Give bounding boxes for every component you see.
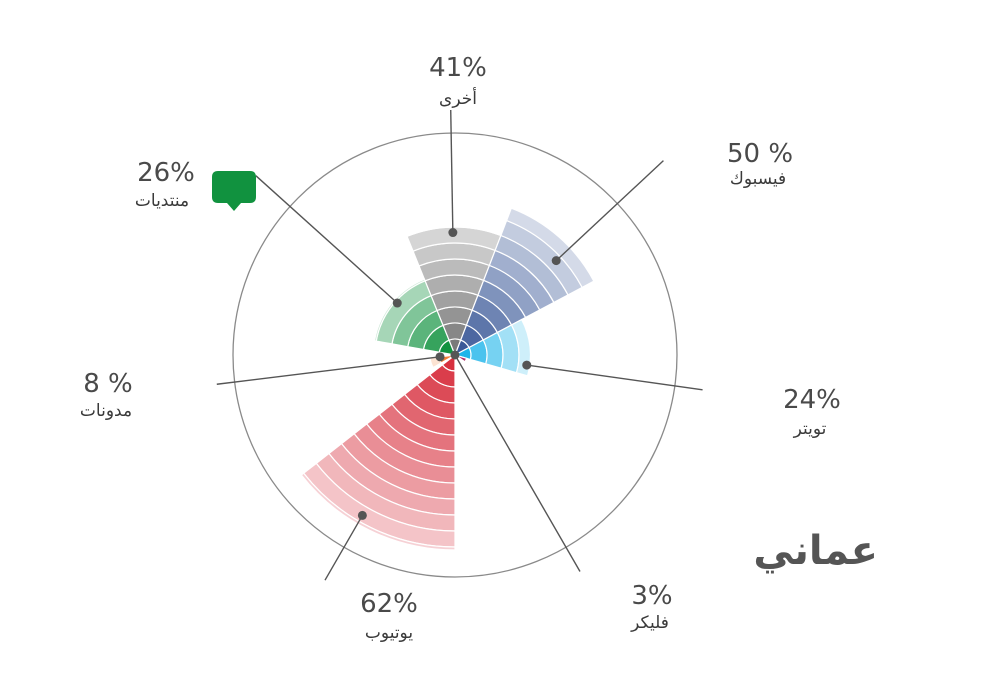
sector-band-youtube-12 xyxy=(300,472,456,551)
sectors-group xyxy=(300,207,595,551)
leader-line-other xyxy=(450,110,454,233)
leader-line-forums xyxy=(255,175,398,304)
category-label-youtube: يوتيوب xyxy=(365,623,413,643)
leader-dot-flickr xyxy=(450,350,460,360)
leader-line-flickr xyxy=(454,354,581,572)
percent-label-forums: 26% xyxy=(137,158,195,188)
leader-dot-twitter xyxy=(522,360,532,370)
category-label-forums: منتديات xyxy=(135,191,189,211)
percent-label-flickr: 3% xyxy=(631,581,672,611)
category-label-facebook: فيسبوك xyxy=(730,169,786,189)
brand-logo: عماني xyxy=(753,528,878,574)
sector-band-forums-5 xyxy=(373,278,426,342)
leader-line-blogs xyxy=(216,356,441,385)
leader-line-facebook xyxy=(555,160,664,262)
percent-label-youtube: 62% xyxy=(360,589,418,619)
sector-twitter xyxy=(453,318,532,377)
sector-facebook xyxy=(453,207,595,357)
sector-youtube xyxy=(300,353,456,551)
category-label-other: أخرى xyxy=(439,87,477,109)
sector-forums xyxy=(373,278,456,356)
outer-ring xyxy=(232,132,678,578)
leader-line-twitter xyxy=(526,364,703,391)
labels-group: 41% أخرى 50 %فيسبوك 24% تويتر 3%فليكر 62% يوتيو… xyxy=(80,53,841,643)
speech-bubble-icon xyxy=(212,171,256,211)
leader-dot-facebook xyxy=(551,256,561,266)
percent-label-twitter: 24% xyxy=(783,385,841,415)
category-label-twitter: تويتر xyxy=(793,419,827,439)
sector-band-facebook-9 xyxy=(505,207,595,289)
leader-dot-youtube xyxy=(357,510,367,520)
category-label-blogs: مدونات xyxy=(80,401,132,421)
percent-label-other: 41% xyxy=(429,53,487,83)
leader-lines-group xyxy=(216,110,703,581)
leader-dot-other xyxy=(448,228,458,238)
leader-dot-forums xyxy=(392,298,402,308)
leader-dot-blogs xyxy=(435,352,445,362)
percent-label-facebook: 50 % xyxy=(727,139,793,169)
sector-other xyxy=(405,225,502,357)
percent-label-blogs: 8 % xyxy=(83,369,133,399)
leader-line-youtube xyxy=(324,515,363,581)
category-label-flickr: فليكر xyxy=(630,613,669,633)
